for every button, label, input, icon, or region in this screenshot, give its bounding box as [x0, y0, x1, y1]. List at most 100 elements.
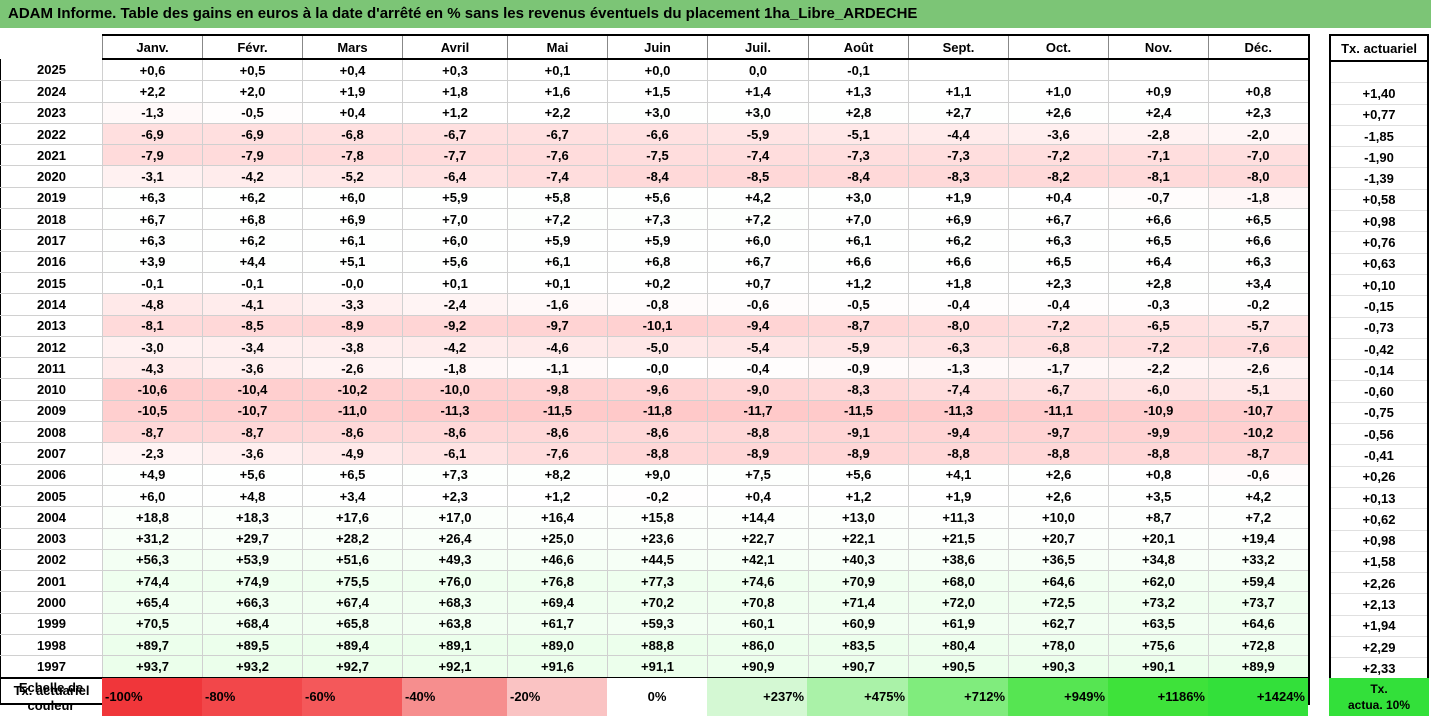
value-cell: +6,6	[1208, 229, 1310, 252]
value-cell: +22,1	[808, 528, 909, 550]
value-cell: -8,8	[607, 442, 708, 465]
value-cell: -3,8	[302, 336, 403, 359]
value-cell: -7,4	[707, 144, 809, 167]
value-cell: -5,7	[1208, 315, 1310, 337]
value-cell: +8,2	[507, 464, 608, 486]
value-cell: -2,6	[302, 357, 403, 380]
value-cell: -6,9	[102, 123, 203, 146]
actuarial-cell: +1,40	[1329, 82, 1429, 105]
table-row: 1997 +93,7 +93,2 +92,7 +92,1 +91,6 +91,1 +90,9 +…	[0, 655, 1310, 679]
value-cell: +68,3	[402, 591, 508, 614]
value-cell: +3,4	[1208, 272, 1310, 295]
actuarial-row: -1,90	[1329, 146, 1429, 169]
value-cell: -0,5	[202, 102, 303, 124]
value-cell: +74,9	[202, 570, 303, 593]
value-cell: -7,2	[1108, 336, 1209, 359]
value-cell: +2,2	[507, 102, 608, 124]
value-cell: +86,0	[707, 634, 809, 657]
value-cell: +22,7	[707, 528, 809, 550]
value-cell: +28,2	[302, 528, 403, 550]
value-cell: +89,7	[102, 634, 203, 657]
actuarial-cell: +2,26	[1329, 572, 1429, 595]
value-cell: +6,6	[808, 251, 909, 273]
value-cell: 0,0	[707, 59, 809, 82]
table-row: 2015 -0,1 -0,1 -0,0 +0,1 +0,1 +0,2 +0,7 +1,2 +1,8…	[0, 272, 1310, 295]
year-cell: 1998	[0, 634, 103, 657]
value-cell: -1,8	[1208, 187, 1310, 210]
actuarial-cell: +0,98	[1329, 530, 1429, 552]
value-cell: -0,6	[1208, 464, 1310, 486]
value-cell: +6,5	[1108, 229, 1209, 252]
value-cell: -6,1	[402, 442, 508, 465]
value-cell: +18,3	[202, 506, 303, 529]
actuarial-cell: +1,94	[1329, 615, 1429, 638]
color-scale-swatch: 0%	[607, 678, 707, 716]
value-cell: +13,0	[808, 506, 909, 529]
actuarial-cell: -0,15	[1329, 295, 1429, 318]
table-row: 2008 -8,7 -8,7 -8,6 -8,6 -8,6 -8,6 -8,8 -9,1 -9,4…	[0, 421, 1310, 444]
value-cell: +2,6	[1008, 464, 1109, 486]
actuarial-scale-line2: actua. 10%	[1347, 698, 1411, 712]
value-cell: -8,7	[1208, 442, 1310, 465]
value-cell: -11,3	[908, 400, 1009, 423]
value-cell: -8,5	[707, 165, 809, 188]
actuarial-row: +0,63	[1329, 253, 1429, 275]
value-cell: +5,6	[808, 464, 909, 486]
value-cell: +0,8	[1208, 80, 1310, 103]
value-cell: +46,6	[507, 549, 608, 572]
actuarial-cell: -1,90	[1329, 146, 1429, 169]
value-cell: +63,5	[1108, 613, 1209, 636]
value-cell: -6,9	[202, 123, 303, 146]
value-cell: +92,7	[302, 655, 403, 679]
value-cell: +0,1	[402, 272, 508, 295]
value-cell: +0,2	[607, 272, 708, 295]
value-cell: -8,0	[1208, 165, 1310, 188]
value-cell: -6,4	[402, 165, 508, 188]
value-cell: -9,6	[607, 378, 708, 401]
value-cell: +4,1	[908, 464, 1009, 486]
value-cell: -7,5	[607, 144, 708, 167]
actuarial-row	[1329, 61, 1429, 84]
actuarial-cell: +1,58	[1329, 551, 1429, 574]
year-cell: 2006	[0, 464, 103, 486]
year-cell: 2011	[0, 357, 103, 380]
value-cell: +6,0	[707, 229, 809, 252]
year-cell: 2019	[0, 187, 103, 210]
month-header: Août	[808, 34, 909, 60]
value-cell: -5,1	[808, 123, 909, 146]
actuarial-cell: -0,14	[1329, 359, 1429, 382]
value-cell: +0,1	[507, 272, 608, 295]
value-cell: +1,2	[808, 272, 909, 295]
value-cell: +8,7	[1108, 506, 1209, 529]
table-row: 2009 -10,5 -10,7 -11,0 -11,3 -11,5 -11,8 -11,7-…	[0, 400, 1310, 423]
actuarial-cell	[1329, 61, 1429, 84]
table-row: 2017 +6,3 +6,2 +6,1 +6,0 +5,9 +5,9 +6,0 +6,1 +6,2…	[0, 229, 1310, 252]
value-cell: -7,7	[402, 144, 508, 167]
value-cell: +74,4	[102, 570, 203, 593]
actuarial-cell: +0,13	[1329, 487, 1429, 510]
value-cell: +4,8	[202, 485, 303, 508]
value-cell: +1,6	[507, 80, 608, 103]
actuarial-header: Tx. actuariel	[1329, 34, 1429, 62]
value-cell: -11,5	[808, 400, 909, 423]
year-cell: 2005	[0, 485, 103, 508]
value-cell: -7,3	[808, 144, 909, 167]
value-cell: +10,0	[1008, 506, 1109, 529]
value-cell: -11,1	[1008, 400, 1109, 423]
value-cell: -1,3	[908, 357, 1009, 380]
year-cell: 2016	[0, 251, 103, 273]
value-cell: +2,3	[402, 485, 508, 508]
year-cell: 2018	[0, 208, 103, 231]
value-cell: +7,3	[607, 208, 708, 231]
value-cell: -0,4	[908, 293, 1009, 316]
value-cell: -8,4	[808, 165, 909, 188]
value-cell: +62,7	[1008, 613, 1109, 636]
value-cell	[1108, 59, 1209, 82]
actuarial-row: +0,76	[1329, 231, 1429, 254]
value-cell: -7,6	[507, 144, 608, 167]
value-cell: +90,9	[707, 655, 809, 679]
value-cell: +11,3	[908, 506, 1009, 529]
value-cell: +76,8	[507, 570, 608, 593]
color-scale-swatch: -100%	[102, 678, 202, 716]
value-cell: +72,8	[1208, 634, 1310, 657]
